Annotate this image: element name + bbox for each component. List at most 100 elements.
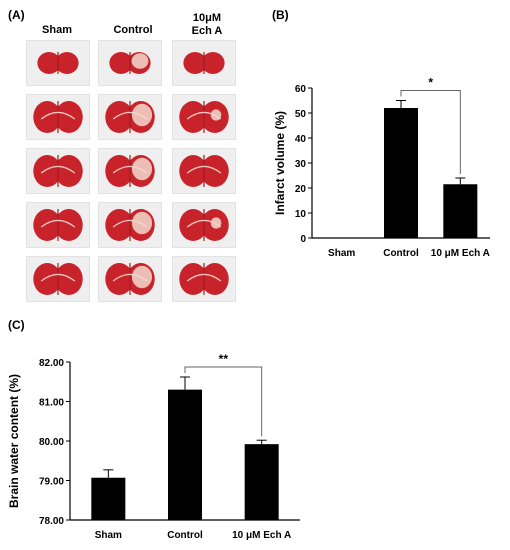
brain-hemisphere-left — [105, 209, 134, 241]
category-label: 10 μM Ech A — [431, 248, 490, 259]
brain-inner-structure — [186, 273, 222, 282]
brain-slice-image — [179, 263, 229, 295]
brain-slice-tile — [98, 148, 162, 194]
brain-inner-structure — [40, 273, 76, 282]
brain-slice-image — [33, 209, 83, 241]
category-label: Sham — [95, 530, 122, 541]
column-header-sham: Sham — [22, 24, 92, 37]
brain-hemisphere-left — [33, 101, 62, 133]
brain-slice-image — [183, 52, 225, 74]
brain-slice-image — [33, 263, 83, 295]
brain-inner-structure — [186, 165, 222, 174]
panel-a-label: (A) — [8, 8, 25, 22]
significance-bracket — [400, 90, 461, 174]
brain-slice-tile — [98, 202, 162, 248]
brain-slice-tile — [98, 40, 162, 86]
brain-slice-tile — [172, 148, 236, 194]
brain-slice-tile — [26, 94, 90, 140]
category-label: Control — [383, 248, 419, 259]
y-axis-label: Infarct volume (%) — [273, 111, 287, 215]
y-tick-label: 60 — [295, 84, 307, 95]
brain-slice-image — [105, 101, 155, 133]
brain-slice-image — [105, 263, 155, 295]
brain-slice-image — [105, 209, 155, 241]
column-header-line: 10μM — [192, 12, 222, 24]
brain-slice-tile — [172, 202, 236, 248]
column-header-line: Ech A — [191, 25, 223, 37]
brain-slice-tile — [26, 148, 90, 194]
y-tick-label: 78.00 — [39, 516, 64, 527]
column-header-line: Sham — [42, 24, 72, 36]
brain-slice-image — [37, 52, 79, 74]
infarct-region — [131, 265, 153, 289]
brain-hemisphere-left — [33, 263, 62, 295]
brain-slice-tile — [172, 256, 236, 302]
brain-slice-tile — [98, 256, 162, 302]
category-label: 10 μM Ech A — [232, 530, 291, 541]
brain-hemisphere-left — [33, 209, 62, 241]
significance-label: * — [428, 76, 433, 90]
brain-hemisphere-right — [55, 52, 79, 74]
brain-hemisphere-right — [54, 101, 83, 133]
brain-inner-structure — [40, 165, 76, 174]
brain-hemisphere-left — [105, 101, 134, 133]
column-header-control: Control — [98, 24, 168, 37]
brain-slice-tile — [26, 40, 90, 86]
brain-inner-structure — [40, 111, 76, 120]
brain-slice-image — [109, 52, 151, 74]
y-tick-label: 20 — [295, 184, 307, 195]
column-header-line: Control — [113, 24, 153, 36]
significance-label: ** — [219, 352, 229, 366]
bar — [443, 184, 478, 238]
brain-slice-tile — [26, 202, 90, 248]
brain-hemisphere-left — [105, 263, 134, 295]
y-tick-label: 82.00 — [39, 358, 64, 369]
column-header-ech-a: 10μM Ech A — [172, 12, 242, 38]
y-tick-label: 50 — [295, 109, 307, 120]
brain-hemisphere-left — [179, 155, 208, 187]
brain-hemisphere-right — [200, 263, 229, 295]
brain-hemisphere-right — [54, 155, 83, 187]
category-label: Control — [167, 530, 203, 541]
brain-hemisphere-left — [179, 209, 208, 241]
bar — [91, 477, 126, 520]
brain-hemisphere-left — [109, 52, 133, 74]
y-tick-label: 10 — [295, 209, 307, 220]
brain-hemisphere-right — [200, 155, 229, 187]
y-tick-label: 80.00 — [39, 437, 64, 448]
y-tick-label: 40 — [295, 134, 307, 145]
brain-slice-image — [179, 101, 229, 133]
infarct-region — [131, 53, 149, 69]
category-label: Sham — [328, 248, 355, 259]
infarct-region — [210, 217, 222, 229]
y-tick-label: 30 — [295, 159, 307, 170]
brain-hemisphere-right — [54, 263, 83, 295]
brain-slice-tile — [172, 94, 236, 140]
brain-hemisphere-left — [183, 52, 207, 74]
brain-slice-tile — [98, 94, 162, 140]
brain-hemisphere-left — [179, 263, 208, 295]
infarct-volume-chart: 0 10 20 30 40 50 60 Infarct volume (%) Sham Contr… — [273, 76, 490, 259]
brain-hemisphere-left — [179, 101, 208, 133]
brain-slice-image — [105, 155, 155, 187]
panel-b-label: (B) — [272, 8, 289, 22]
y-tick-label: 81.00 — [39, 398, 64, 409]
brain-hemisphere-left — [33, 155, 62, 187]
brain-inner-structure — [40, 219, 76, 228]
brain-slice-tile — [26, 256, 90, 302]
significance-bracket — [184, 366, 263, 437]
brain-water-content-chart: 78.00 79.00 80.00 81.00 82.00 Brain water con… — [7, 352, 300, 541]
brain-hemisphere-left — [105, 155, 134, 187]
brain-slice-image — [33, 155, 83, 187]
bar — [384, 108, 418, 238]
brain-slice-tile — [172, 40, 236, 86]
infarct-region — [131, 211, 153, 235]
brain-hemisphere-right — [201, 52, 225, 74]
infarct-region — [131, 157, 153, 181]
panel-c-label: (C) — [8, 318, 25, 332]
brain-slice-image — [179, 209, 229, 241]
brain-slice-image — [33, 101, 83, 133]
bar — [168, 389, 202, 520]
bar — [244, 444, 279, 520]
infarct-region — [131, 103, 153, 127]
